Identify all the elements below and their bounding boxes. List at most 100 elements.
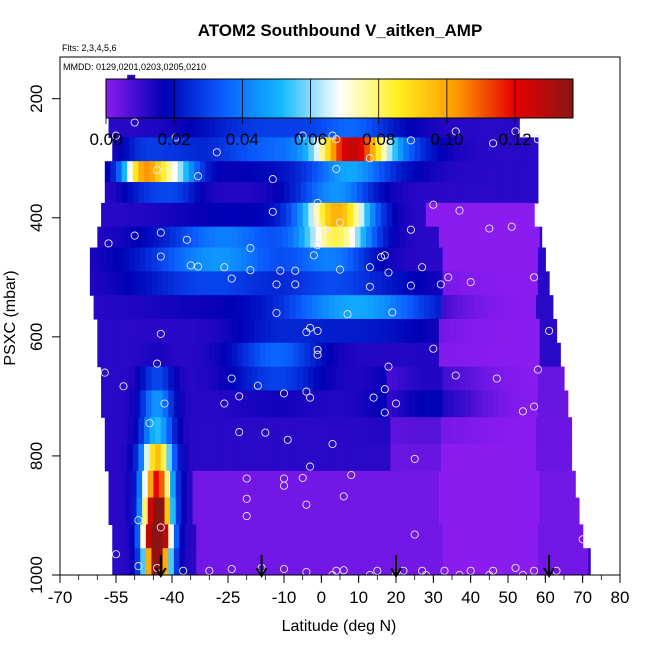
heatmap-cell xyxy=(442,202,449,228)
observation-point xyxy=(545,326,554,335)
heatmap-cell xyxy=(498,271,505,296)
heatmap-cell xyxy=(470,366,477,392)
heatmap-cell xyxy=(476,366,483,392)
heatmap-cell xyxy=(472,318,479,344)
heatmap-cell xyxy=(209,470,216,499)
heatmap-cell xyxy=(300,182,307,204)
heatmap-cell xyxy=(444,470,451,499)
heatmap-cell xyxy=(338,110,345,138)
heatmap-cell xyxy=(200,295,207,320)
heatmap-cell xyxy=(397,366,405,392)
heatmap-cell xyxy=(231,110,238,138)
heatmap-cell xyxy=(298,342,306,368)
colorbar-segment xyxy=(479,79,484,118)
heatmap-cell xyxy=(140,271,147,296)
heatmap-cell xyxy=(265,226,272,249)
heatmap-cell xyxy=(377,226,384,249)
heatmap-cell xyxy=(442,247,449,272)
colorbar-segment xyxy=(379,79,384,118)
heatmap-cell xyxy=(211,417,218,445)
heatmap-cell xyxy=(267,182,274,204)
heatmap-cell xyxy=(457,161,464,183)
heatmap-cell xyxy=(429,295,436,320)
heatmap-cell xyxy=(545,470,552,499)
heatmap-cell xyxy=(442,271,449,296)
heatmap-cell xyxy=(293,318,300,344)
heatmap-cell xyxy=(425,524,433,549)
observation-point xyxy=(332,135,341,144)
heatmap-cell xyxy=(112,548,119,575)
x-tick-label: 20 xyxy=(387,588,406,607)
heatmap-cell xyxy=(175,318,182,344)
heatmap-cell xyxy=(291,366,298,392)
heatmap-cell xyxy=(504,202,511,228)
heatmap-cell xyxy=(291,548,298,575)
heatmap-cell xyxy=(356,182,363,204)
heatmap-cell xyxy=(164,110,171,138)
heatmap-cell xyxy=(97,226,104,249)
heatmap-cell xyxy=(112,390,119,418)
heatmap-cell xyxy=(157,390,164,418)
heatmap-cell xyxy=(237,342,244,368)
colorbar-segment xyxy=(236,79,240,118)
heatmap-cell xyxy=(313,524,321,549)
colorbar-segment xyxy=(289,79,294,118)
heatmap-cell xyxy=(409,202,416,228)
heatmap-cell xyxy=(401,295,408,320)
observation-point xyxy=(384,362,393,371)
heatmap-cell xyxy=(483,110,490,138)
heatmap-cell xyxy=(366,342,373,368)
heatmap-cell xyxy=(220,318,227,344)
heatmap-cell xyxy=(114,226,121,249)
heatmap-cell xyxy=(263,271,270,296)
heatmap-cell xyxy=(410,497,418,525)
heatmap-cell xyxy=(284,295,291,320)
heatmap-cell xyxy=(328,161,335,183)
y-tick-label: 600 xyxy=(27,323,46,351)
heatmap-cell xyxy=(106,271,113,296)
colorbar-segment xyxy=(536,79,541,118)
heatmap-cell xyxy=(368,444,375,472)
heatmap-cell xyxy=(373,182,380,204)
heatmap-cell xyxy=(532,137,539,162)
heatmap-cell xyxy=(401,182,408,204)
heatmap-cell xyxy=(526,366,533,392)
heatmap-cell xyxy=(203,497,210,525)
heatmap-cell xyxy=(136,110,143,138)
colorbar-segment xyxy=(562,79,567,118)
heatmap-cell xyxy=(481,247,489,272)
heatmap-cell xyxy=(536,161,539,183)
heatmap-cell xyxy=(573,470,576,499)
colorbar-segment xyxy=(292,79,297,118)
colorbar-segment xyxy=(176,79,180,118)
x-tick-label: 40 xyxy=(461,588,480,607)
heatmap-cell xyxy=(452,182,459,204)
heatmap-cell xyxy=(534,226,541,249)
heatmap-cell xyxy=(306,182,313,204)
heatmap-cell xyxy=(173,247,181,272)
heatmap-cell xyxy=(308,247,315,272)
heatmap-cell xyxy=(446,182,453,204)
heatmap-cell xyxy=(317,182,324,204)
heatmap-cell xyxy=(539,226,543,249)
heatmap-cell xyxy=(515,390,522,418)
heatmap-cell xyxy=(285,390,293,418)
heatmap-cell xyxy=(119,497,126,525)
colorbar-segment xyxy=(166,79,170,118)
heatmap-cell xyxy=(349,110,356,138)
heatmap-cell xyxy=(196,390,203,418)
heatmap-cell xyxy=(194,182,201,204)
heatmap-cell xyxy=(149,417,156,445)
heatmap-cell xyxy=(485,182,492,204)
heatmap-cell xyxy=(289,444,296,472)
heatmap-cell xyxy=(461,110,468,138)
heatmap-cell xyxy=(188,444,195,472)
observation-point xyxy=(119,382,128,391)
colorbar-segment xyxy=(146,79,150,118)
colorbar-segment xyxy=(316,79,320,118)
heatmap-cell xyxy=(235,202,242,228)
heatmap-cell xyxy=(181,318,188,344)
heatmap-cell xyxy=(104,161,111,183)
heatmap-cell xyxy=(149,161,156,183)
heatmap-cell xyxy=(147,497,154,525)
